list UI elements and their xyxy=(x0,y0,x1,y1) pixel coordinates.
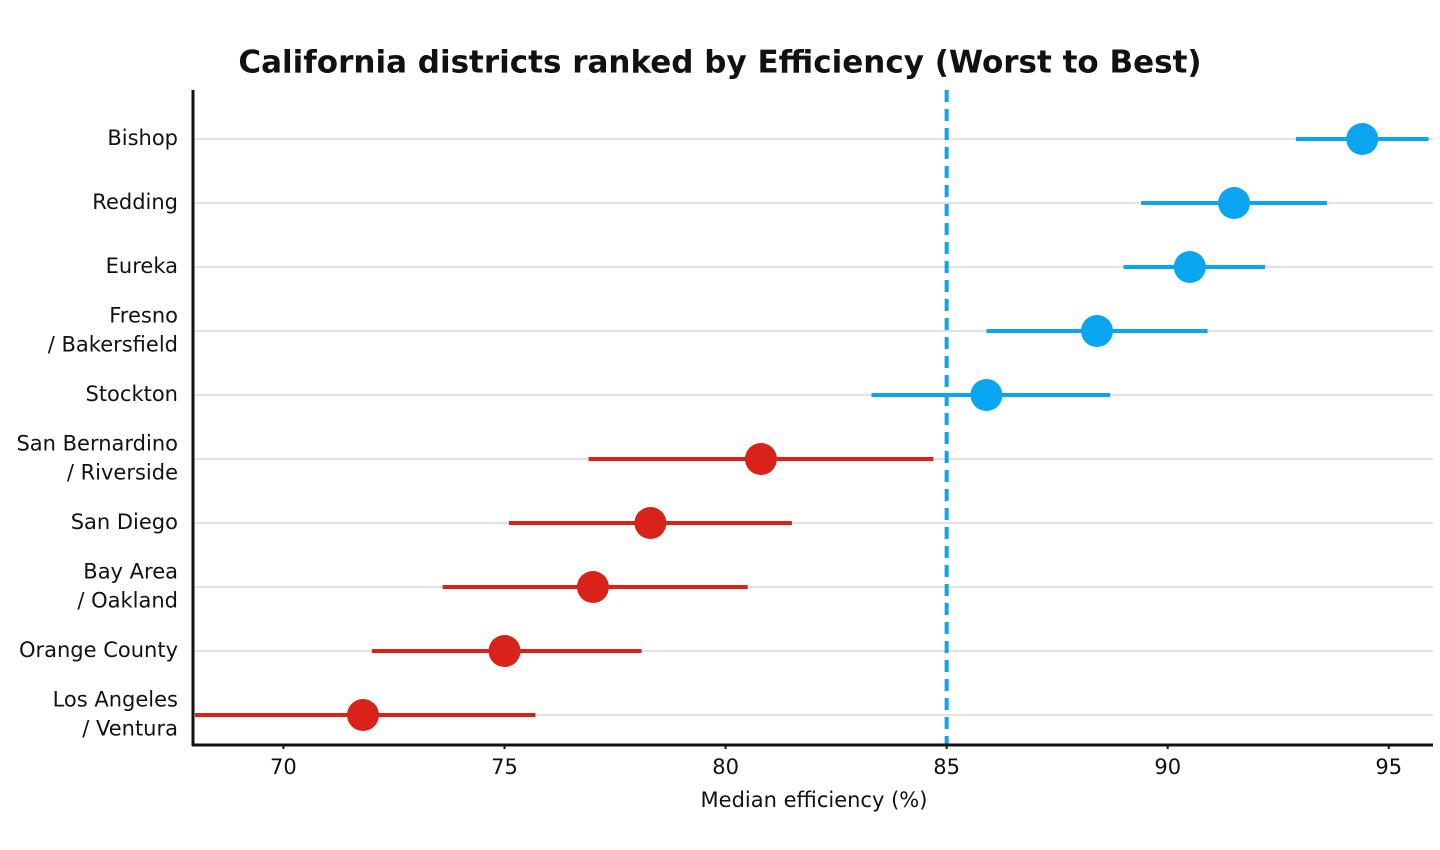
x-tick-label: 80 xyxy=(712,755,739,779)
y-tick-label: Orange County xyxy=(19,638,178,662)
x-tick-label: 90 xyxy=(1154,755,1181,779)
x-tick-label: 85 xyxy=(933,755,960,779)
dot xyxy=(1173,251,1206,283)
y-tick-label: Fresno / Bakersfield xyxy=(48,304,178,357)
dot xyxy=(576,571,609,603)
dot xyxy=(1346,123,1379,155)
dot xyxy=(744,443,777,475)
y-tick-label: Redding xyxy=(92,190,178,214)
chart-title: California districts ranked by Efficienc… xyxy=(238,45,1201,81)
dot xyxy=(970,379,1003,411)
dot xyxy=(347,699,380,731)
dot xyxy=(488,635,521,667)
dot xyxy=(1218,187,1251,219)
y-tick-label: Stockton xyxy=(85,382,178,406)
x-tick-label: 95 xyxy=(1375,755,1402,779)
x-axis-label: Median efficiency (%) xyxy=(701,788,928,812)
y-tick-label: Los Angeles / Ventura xyxy=(53,688,178,741)
y-tick-label: San Bernardino / Riverside xyxy=(16,432,178,485)
dot xyxy=(1080,315,1113,347)
x-tick-label: 75 xyxy=(491,755,518,779)
y-tick-label: Bay Area / Oakland xyxy=(77,560,178,613)
y-tick-label: Bishop xyxy=(107,126,178,150)
x-tick-label: 70 xyxy=(270,755,297,779)
y-tick-label: San Diego xyxy=(71,510,178,534)
dot xyxy=(634,507,667,539)
y-tick-label: Eureka xyxy=(106,254,178,278)
